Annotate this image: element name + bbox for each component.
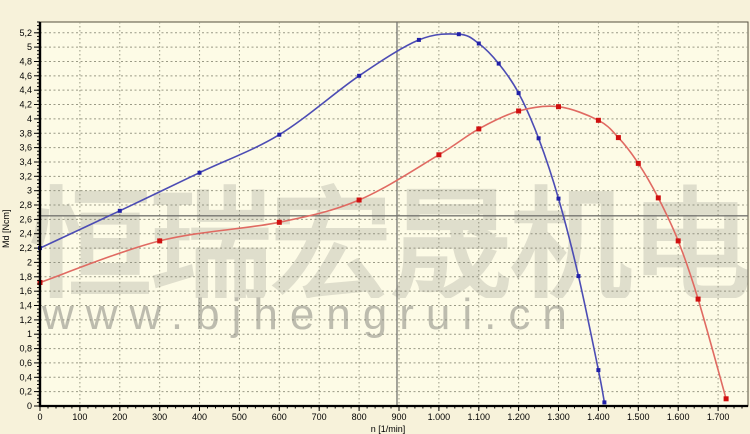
svg-text:0,4: 0,4 [19, 372, 32, 382]
svg-text:2,2: 2,2 [19, 243, 32, 253]
svg-text:1,8: 1,8 [19, 272, 32, 282]
svg-text:2,4: 2,4 [19, 229, 32, 239]
svg-text:1.400: 1.400 [587, 412, 610, 422]
svg-text:4,4: 4,4 [19, 85, 32, 95]
svg-text:3,8: 3,8 [19, 128, 32, 138]
svg-text:1.500: 1.500 [627, 412, 650, 422]
svg-text:3,6: 3,6 [19, 143, 32, 153]
svg-text:1.000: 1.000 [428, 412, 451, 422]
svg-text:700: 700 [312, 412, 327, 422]
red-torque-curve [39, 105, 727, 400]
data-series [37, 32, 729, 405]
svg-text:100: 100 [72, 412, 87, 422]
svg-text:0,2: 0,2 [19, 387, 32, 397]
svg-text:3: 3 [27, 186, 32, 196]
axes-and-ticks [34, 21, 748, 411]
svg-text:0,6: 0,6 [19, 358, 32, 368]
svg-text:2: 2 [27, 257, 32, 267]
svg-text:2,6: 2,6 [19, 214, 32, 224]
svg-text:1.300: 1.300 [547, 412, 570, 422]
svg-text:1,2: 1,2 [19, 315, 32, 325]
svg-text:1.200: 1.200 [507, 412, 530, 422]
svg-text:5,2: 5,2 [19, 28, 32, 38]
svg-text:0: 0 [27, 401, 32, 411]
svg-text:3,2: 3,2 [19, 171, 32, 181]
svg-text:500: 500 [232, 412, 247, 422]
svg-text:0: 0 [37, 412, 42, 422]
svg-text:0,8: 0,8 [19, 344, 32, 354]
svg-text:4,8: 4,8 [19, 57, 32, 67]
svg-text:600: 600 [272, 412, 287, 422]
svg-text:1.700: 1.700 [707, 412, 730, 422]
svg-text:300: 300 [152, 412, 167, 422]
svg-text:4,6: 4,6 [19, 71, 32, 81]
svg-text:1,6: 1,6 [19, 286, 32, 296]
svg-text:900: 900 [391, 412, 406, 422]
blue-torque-curve [39, 33, 606, 403]
svg-text:3,4: 3,4 [19, 157, 32, 167]
reference-lines [40, 22, 748, 406]
svg-text:1: 1 [27, 329, 32, 339]
svg-text:400: 400 [192, 412, 207, 422]
svg-text:800: 800 [352, 412, 367, 422]
svg-text:1.600: 1.600 [667, 412, 690, 422]
svg-text:5: 5 [27, 42, 32, 52]
tick-labels: 0 100 200 300 400 500 600 700 800 900 1.000 1.100 1.… [19, 28, 729, 422]
svg-text:200: 200 [112, 412, 127, 422]
svg-text:2,8: 2,8 [19, 200, 32, 210]
plot-background [39, 21, 749, 407]
svg-text:4,2: 4,2 [19, 100, 32, 110]
x-axis-title: n [1/min] [371, 424, 406, 434]
grid-lines [40, 22, 748, 406]
svg-text:4: 4 [27, 114, 32, 124]
svg-text:1.100: 1.100 [468, 412, 491, 422]
y-axis-title: Md [Ncm] [1, 209, 11, 248]
svg-text:1,4: 1,4 [19, 301, 32, 311]
